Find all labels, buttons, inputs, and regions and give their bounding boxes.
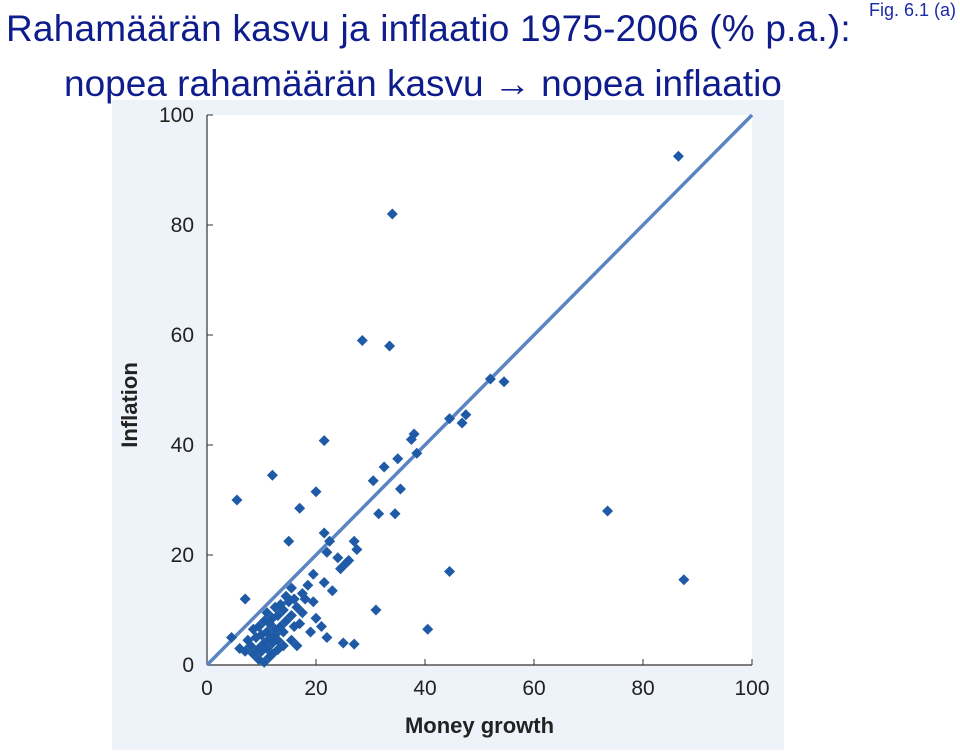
figure-number: Fig. 6.1 (a) — [868, 0, 956, 20]
y-tick-label: 0 — [182, 654, 194, 677]
data-point — [411, 447, 423, 459]
slide-subtitle: nopea rahamäärän kasvu → nopea inflaatio — [64, 63, 782, 104]
data-point — [392, 453, 404, 465]
data-point — [264, 651, 276, 663]
data-point — [285, 582, 297, 594]
data-point — [294, 502, 306, 514]
x-axis-title: Money growth — [405, 713, 554, 738]
data-point — [444, 413, 456, 425]
data-point — [460, 409, 472, 421]
data-point — [321, 546, 333, 558]
data-point — [277, 640, 289, 652]
y-tick-label: 20 — [171, 544, 194, 567]
data-point — [348, 638, 360, 650]
x-tick-label: 60 — [522, 677, 545, 700]
data-point — [386, 208, 398, 220]
data-point — [389, 508, 401, 520]
data-point — [337, 637, 349, 649]
data-point — [302, 579, 314, 591]
data-point — [321, 632, 333, 643]
data-point — [305, 626, 317, 638]
data-point — [258, 656, 270, 668]
data-point — [370, 604, 382, 616]
y-tick-label: 60 — [171, 324, 194, 347]
y-tick-label: 100 — [159, 104, 194, 127]
data-point — [310, 486, 322, 498]
data-point — [288, 621, 300, 632]
data-point — [484, 373, 496, 385]
data-point — [672, 150, 684, 162]
scatter-chart: 0 20 40 60 80 100 0 20 40 60 80 100 Money growth Infl… — [117, 104, 770, 738]
data-point — [283, 535, 295, 547]
data-point — [239, 593, 251, 605]
data-point — [310, 612, 322, 624]
data-point — [277, 626, 289, 638]
data-point — [231, 494, 243, 506]
x-tick-label: 80 — [631, 677, 654, 700]
data-point — [247, 623, 259, 635]
data-point — [291, 640, 303, 652]
data-points — [226, 150, 690, 668]
data-point — [277, 604, 289, 616]
data-point — [351, 544, 363, 555]
data-point — [367, 475, 379, 487]
data-point — [247, 648, 259, 660]
data-point — [384, 340, 396, 352]
data-point — [226, 632, 238, 643]
data-point — [456, 417, 468, 429]
y-tick-label: 80 — [171, 214, 194, 237]
data-point — [405, 434, 417, 445]
data-point — [602, 505, 614, 517]
data-point — [307, 568, 319, 580]
data-point — [315, 621, 327, 632]
data-point — [356, 335, 368, 346]
data-point — [266, 469, 278, 481]
reference-line — [205, 113, 754, 667]
data-point — [261, 607, 273, 619]
data-point — [444, 566, 456, 577]
data-point — [296, 607, 308, 619]
data-point — [324, 535, 336, 547]
axis-labels: 0 20 40 60 80 100 0 20 40 60 80 100 Money growth Infl… — [117, 104, 770, 738]
x-tick-label: 100 — [734, 677, 769, 700]
data-point — [394, 483, 406, 495]
data-point — [348, 535, 360, 547]
data-point — [498, 376, 510, 388]
x-tick-label: 40 — [413, 677, 436, 700]
data-point — [326, 585, 338, 597]
data-point — [307, 596, 319, 608]
x-tick-label: 0 — [201, 677, 213, 700]
data-point — [318, 527, 330, 539]
data-point — [318, 577, 330, 588]
data-point — [422, 623, 434, 635]
data-point — [373, 508, 385, 520]
y-axis-title: Inflation — [117, 362, 142, 448]
y-tick-label: 40 — [171, 434, 194, 457]
data-point — [335, 563, 347, 575]
data-point — [378, 461, 390, 473]
reference-line-group — [205, 113, 754, 667]
data-point — [332, 552, 344, 564]
data-point — [318, 435, 330, 447]
data-point — [678, 574, 690, 586]
slide-title: Rahamäärän kasvu ja inflaatio 1975-2006 … — [6, 8, 851, 49]
x-tick-label: 20 — [304, 677, 327, 700]
